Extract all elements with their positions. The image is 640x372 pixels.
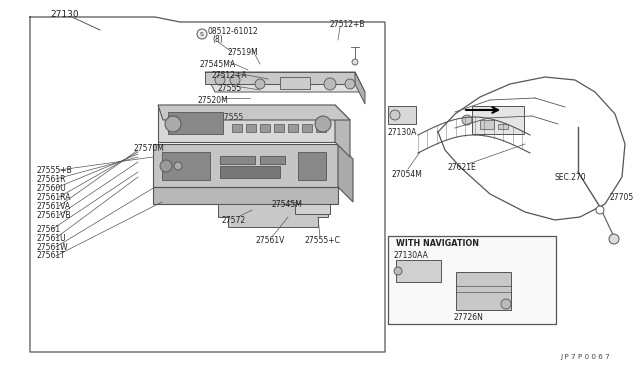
Text: 08512-61012: 08512-61012 [208,26,259,35]
Circle shape [174,162,182,170]
Text: 27561R: 27561R [36,174,65,183]
Bar [220,156,255,164]
Text: 27130: 27130 [50,10,79,19]
Bar [388,106,416,124]
Bar [298,152,326,180]
Text: (8): (8) [212,35,223,44]
Text: 27545M: 27545M [272,199,303,208]
Bar [316,124,326,132]
Bar [456,272,511,310]
Circle shape [165,116,181,132]
Text: 27570M: 27570M [133,144,164,153]
Text: 27512+A: 27512+A [212,71,248,80]
Text: 27561RA: 27561RA [36,192,70,202]
Circle shape [501,299,511,309]
Circle shape [345,79,355,89]
Circle shape [197,29,207,39]
Circle shape [609,234,619,244]
Text: 27555: 27555 [220,112,244,122]
Bar [480,120,494,129]
Circle shape [462,115,472,125]
Text: 27561T: 27561T [36,251,65,260]
Text: 27572: 27572 [222,215,246,224]
Text: 27520M: 27520M [198,96,228,105]
Polygon shape [335,105,350,157]
Polygon shape [205,72,365,92]
Text: 27561W: 27561W [36,243,68,251]
Text: J P 7 P 0 0 6 7: J P 7 P 0 0 6 7 [560,354,610,360]
Circle shape [596,206,604,214]
Polygon shape [153,144,338,187]
Text: 27130A: 27130A [388,128,417,137]
Bar [260,156,285,164]
Polygon shape [158,105,335,142]
Polygon shape [205,72,355,84]
Bar [260,124,270,132]
Bar [396,260,441,282]
Text: 27054M: 27054M [392,170,423,179]
Bar [388,236,556,324]
Text: 27555: 27555 [218,83,243,93]
Text: 27560U: 27560U [36,183,66,192]
Circle shape [215,75,225,85]
Text: 27519M: 27519M [228,48,259,57]
Polygon shape [158,105,350,120]
Text: 27705: 27705 [610,192,634,202]
Polygon shape [338,144,353,202]
Circle shape [390,110,400,120]
Circle shape [255,79,265,89]
Bar [302,124,312,132]
Bar [274,124,284,132]
Bar [498,124,508,129]
Bar [288,124,298,132]
Bar [168,112,223,134]
Text: SEC.270: SEC.270 [555,173,587,182]
Text: 27561U: 27561U [36,234,66,243]
Circle shape [160,160,172,172]
Bar [246,124,256,132]
Circle shape [352,59,358,65]
Text: 27555+C: 27555+C [305,235,341,244]
Text: 27561V: 27561V [255,235,284,244]
Polygon shape [153,187,338,204]
Text: 27561VA: 27561VA [36,202,70,211]
Bar [280,77,310,89]
Text: WITH NAVIGATION: WITH NAVIGATION [396,238,479,247]
Text: 27726N: 27726N [454,312,484,321]
Text: S: S [200,32,204,36]
Circle shape [230,75,240,85]
Text: 27561VB: 27561VB [36,211,70,219]
Text: 27561: 27561 [36,224,60,234]
Polygon shape [295,204,330,214]
Bar [232,124,242,132]
Polygon shape [218,204,328,227]
Circle shape [315,116,331,132]
Circle shape [324,78,336,90]
Text: 27545MA: 27545MA [200,60,236,68]
Bar [162,152,210,180]
Text: 27130AA: 27130AA [394,251,429,260]
Circle shape [394,267,402,275]
Text: 27621E: 27621E [448,163,477,171]
Text: 27555+B: 27555+B [36,166,72,174]
Text: 27512+B: 27512+B [330,19,365,29]
Polygon shape [355,72,365,104]
Bar [220,166,280,178]
Bar [472,106,524,134]
